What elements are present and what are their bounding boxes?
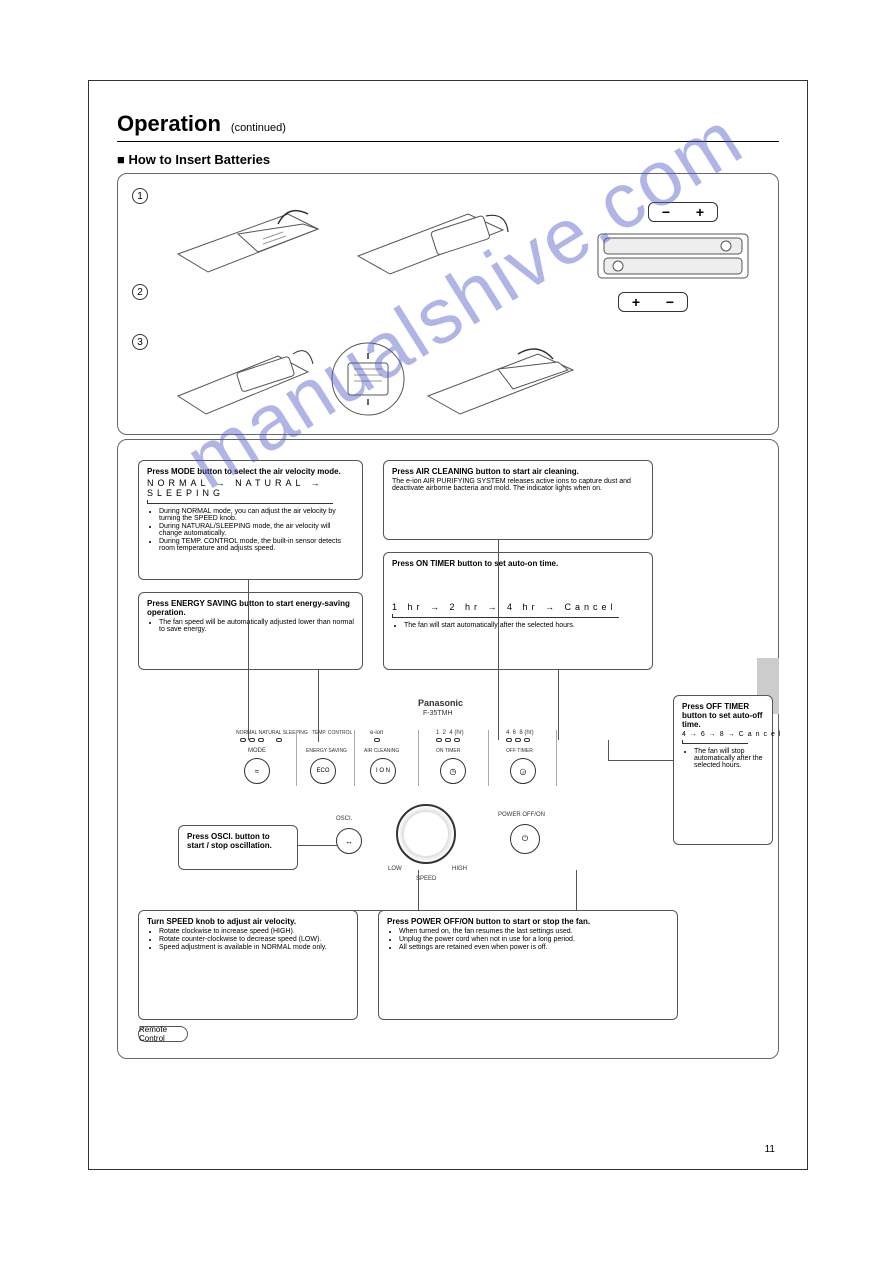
on-timer-box: Press ON TIMER button to set auto-on tim…: [383, 552, 653, 670]
brand-label: Panasonic: [418, 698, 463, 708]
air-box: Press AIR CLEANING button to start air c…: [383, 460, 653, 540]
pos-bot: +: [632, 294, 640, 310]
speed-high: HIGH: [452, 866, 467, 872]
eco-button[interactable]: ECO: [310, 758, 336, 784]
eion-led: [374, 738, 380, 742]
air-btn-label: AIR CLEANING: [364, 748, 399, 754]
line3: [498, 540, 499, 740]
page-frame: Operation (continued) ■ How to Insert Ba…: [88, 80, 808, 1170]
off-timer-b1: The fan will stop automatically after th…: [694, 748, 764, 769]
page-number: 11: [765, 1144, 775, 1155]
mode-button[interactable]: ≈: [244, 758, 270, 784]
mode-box: Press MODE button to select the air velo…: [138, 460, 363, 580]
device-area: Panasonic F-35TMH NORMAL NATURAL SLEEPIN…: [288, 742, 638, 912]
power-b2: Unplug the power cord when not in use fo…: [399, 936, 669, 943]
mode-title: Press MODE button to select the air velo…: [147, 467, 354, 476]
remote-step3b: [418, 334, 588, 424]
eco-btn-label: ENERGY SAVING: [306, 748, 347, 754]
osc-box: Press OSCI. button to start / stop oscil…: [178, 825, 298, 870]
polarity-top: − +: [648, 202, 718, 222]
speed-b1: Rotate clockwise to increase speed (HIGH…: [159, 928, 349, 935]
mode-b1: During NORMAL mode, you can adjust the a…: [159, 508, 354, 522]
air-title: Press AIR CLEANING button to start air c…: [392, 467, 644, 476]
battery-heading: ■ How to Insert Batteries: [117, 152, 779, 167]
sep5: [556, 730, 557, 786]
control-panel: Press MODE button to select the air velo…: [117, 439, 779, 1059]
power-button[interactable]: ⏻: [510, 824, 540, 854]
modelabels: NORMAL NATURAL SLEEPING TEMP. CONTROL: [236, 730, 352, 736]
remote-detail-circle: [328, 339, 408, 419]
air-button[interactable]: I O N: [370, 758, 396, 784]
osc-title: Press OSCI. button to start / stop oscil…: [187, 832, 289, 850]
off-timer-vals: 4 6 8 (hr): [506, 730, 534, 736]
line1: [248, 580, 249, 740]
on-timer-vals: 1 2 4 (hr): [436, 730, 464, 736]
neg-top: −: [662, 204, 670, 220]
speed-knob[interactable]: [396, 804, 456, 864]
off-timer-box: Press OFF TIMER button to set auto-off t…: [673, 695, 773, 845]
page-title: Operation: [117, 111, 221, 137]
neg-bot: −: [666, 294, 674, 310]
off-timer-cycle: 4→6→8→Cancel: [682, 731, 764, 738]
mode-cycle: NORMAL → NATURAL → SLEEPING: [147, 478, 354, 498]
polarity-bottom: + −: [618, 292, 688, 312]
speed-box: Turn SPEED knob to adjust air velocity. …: [138, 910, 358, 1020]
remote-step3a: [168, 334, 318, 424]
mode-b2: During NATURAL/SLEEPING mode, the air ve…: [159, 523, 354, 537]
eion-label: e-ion: [370, 730, 383, 736]
off-timer-title: Press OFF TIMER button to set auto-off t…: [682, 702, 764, 729]
eco-b1: The fan speed will be automatically adju…: [159, 619, 354, 633]
off-timer-leds: [506, 738, 530, 742]
on-timer-b1: The fan will start automatically after t…: [404, 622, 644, 629]
sep2: [354, 730, 355, 786]
model-label: F-35TMH: [423, 710, 453, 717]
speed-b2: Rotate counter-clockwise to decrease spe…: [159, 936, 349, 943]
power-label: POWER OFF/ON: [498, 812, 545, 818]
speed-low: LOW: [388, 866, 402, 872]
on-timer-cycle: 1 hr → 2 hr → 4 hr → Cancel: [392, 602, 644, 612]
step-2-marker: 2: [132, 284, 148, 300]
mode-b3: During TEMP. CONTROL mode, the built-in …: [159, 538, 354, 552]
on-timer-leds: [436, 738, 460, 742]
step-3-marker: 3: [132, 334, 148, 350]
osc-label: OSCI.: [336, 816, 352, 822]
power-title: Press POWER OFF/ON button to start or st…: [387, 917, 669, 926]
sep1: [296, 730, 297, 786]
off-timer-button[interactable]: ◶: [510, 758, 536, 784]
mode-btn-label: MODE: [248, 748, 266, 754]
sep3: [418, 730, 419, 786]
speed-title: Turn SPEED knob to adjust air velocity.: [147, 917, 349, 926]
speed-label: SPEED: [416, 876, 436, 882]
remote-step1b: [348, 194, 518, 284]
remote-note: Remote Control: [138, 1026, 188, 1042]
battery-panel: 1 2 3: [117, 173, 779, 435]
title-rule: [117, 141, 779, 142]
osc-button[interactable]: ↔: [336, 828, 362, 854]
power-b3: All settings are retained even when powe…: [399, 944, 669, 951]
power-box: Press POWER OFF/ON button to start or st…: [378, 910, 678, 1020]
on-timer-button[interactable]: ◷: [440, 758, 466, 784]
pos-top: +: [696, 204, 704, 220]
line4: [558, 670, 559, 740]
on-timer-label: ON TIMER: [436, 748, 460, 754]
step-1-marker: 1: [132, 188, 148, 204]
off-timer-label: OFF TIMER: [506, 748, 533, 754]
power-b1: When turned on, the fan resumes the last…: [399, 928, 669, 935]
air-body: The e-ion AIR PURIFYING SYSTEM releases …: [392, 478, 644, 492]
eco-box: Press ENERGY SAVING button to start ener…: [138, 592, 363, 670]
remote-step1a: [168, 194, 328, 284]
eco-title: Press ENERGY SAVING button to start ener…: [147, 599, 354, 617]
speed-b3: Speed adjustment is available in NORMAL …: [159, 944, 349, 951]
on-timer-title: Press ON TIMER button to set auto-on tim…: [392, 559, 644, 568]
mode-leds: [240, 738, 282, 742]
battery-compartment: [588, 214, 758, 294]
sep4: [488, 730, 489, 786]
page-subtitle: (continued): [231, 122, 286, 134]
title-row: Operation (continued): [117, 111, 779, 137]
